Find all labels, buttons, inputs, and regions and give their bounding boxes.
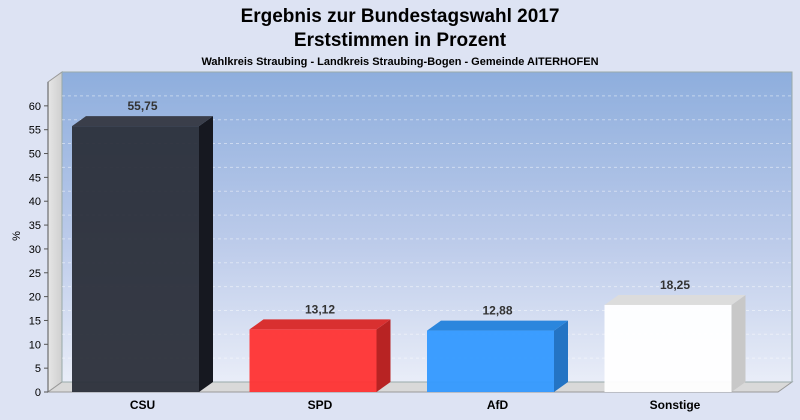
bar-side: [554, 320, 568, 392]
y-tick-label: 45: [29, 172, 41, 184]
y-tick-label: 5: [35, 363, 41, 375]
y-tick-label: 0: [35, 387, 41, 399]
data-label: 18,25: [660, 278, 690, 292]
data-label: 55,75: [127, 99, 157, 113]
y-axis-ticks: 0 5 10 15 20 25 30 35 40 45 50 55 60: [29, 101, 48, 399]
bar-top: [604, 294, 746, 305]
y-tick-label: 40: [29, 196, 41, 208]
bar-csu: [72, 116, 213, 392]
bar-top: [427, 320, 568, 331]
bar-front: [604, 304, 732, 392]
bar-spd: [249, 319, 391, 392]
x-tick-label: AfD: [487, 398, 509, 412]
plot-left-wall: [47, 71, 63, 393]
data-label: 13,12: [305, 302, 335, 316]
bar-front: [249, 329, 377, 392]
bar-side: [376, 319, 391, 392]
bars: 55,75 13,12 12,88 18,25: [72, 99, 746, 392]
bar-afd: [427, 320, 568, 392]
y-tick-label: 20: [29, 292, 41, 304]
x-tick-label: SPD: [308, 398, 333, 412]
y-tick-label: 15: [29, 315, 41, 327]
bar-top: [249, 319, 391, 330]
chart-subtitle: Wahlkreis Straubing - Landkreis Straubin…: [201, 56, 598, 68]
y-tick-label: 60: [29, 101, 41, 113]
x-tick-label: CSU: [130, 398, 155, 412]
bar-side: [199, 116, 213, 392]
x-axis-labels: CSU SPD AfD Sonstige: [130, 398, 701, 412]
chart-title: Ergebnis zur Bundestagswahl 2017: [241, 6, 560, 27]
bar-side: [731, 294, 746, 392]
y-tick-label: 35: [29, 220, 41, 232]
x-tick-label: Sonstige: [650, 398, 701, 412]
data-label: 12,88: [482, 304, 512, 318]
y-tick-label: 25: [29, 268, 41, 280]
y-axis-label: %: [11, 231, 23, 241]
bar-top: [72, 116, 213, 127]
bar-front: [72, 126, 199, 392]
y-tick-label: 50: [29, 149, 41, 161]
y-tick-label: 55: [29, 125, 41, 137]
y-tick-label: 10: [29, 339, 41, 351]
bar-sonstige: [604, 294, 746, 392]
bar-front: [427, 330, 554, 392]
y-tick-label: 30: [29, 244, 41, 256]
chart-title-line2: Erststimmen in Prozent: [294, 30, 507, 51]
